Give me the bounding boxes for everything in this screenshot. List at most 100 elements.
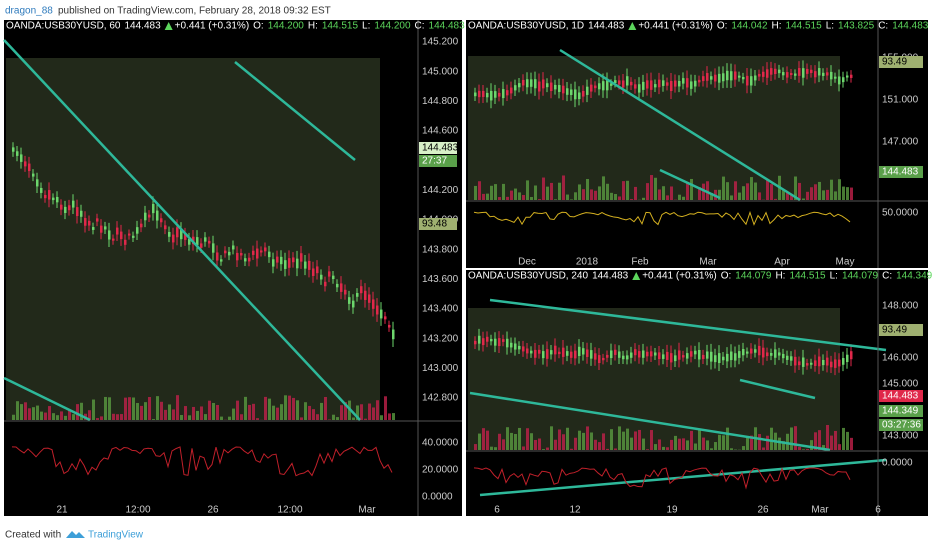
volume: [690, 178, 693, 200]
volume: [850, 187, 853, 200]
volume: [610, 429, 613, 450]
candle: [582, 348, 585, 355]
volume: [514, 433, 517, 450]
volume: [32, 407, 35, 420]
candle: [506, 90, 509, 96]
price-label: 143.600: [422, 274, 459, 285]
candle: [706, 351, 709, 359]
author[interactable]: dragon_88: [5, 6, 53, 17]
volume: [292, 397, 295, 420]
volume: [368, 403, 371, 420]
candle: [802, 357, 805, 367]
candle: [602, 357, 605, 361]
indicator-label: 0.0000: [882, 458, 913, 469]
candle: [714, 355, 717, 363]
candle: [590, 350, 593, 359]
volume: [662, 186, 665, 200]
candle: [654, 352, 657, 356]
candle: [276, 256, 279, 263]
price-label: 143.800: [422, 244, 459, 255]
volume: [726, 427, 729, 450]
candle: [272, 259, 275, 267]
volume: [160, 401, 163, 420]
volume: [714, 442, 717, 450]
volume: [48, 406, 51, 420]
volume-profile: [468, 308, 840, 450]
volume: [830, 435, 833, 450]
volume: [586, 178, 589, 200]
candle: [240, 252, 243, 256]
candle: [670, 353, 673, 363]
candle: [88, 220, 91, 226]
volume: [474, 185, 477, 200]
candle: [32, 173, 35, 177]
volume: [72, 414, 75, 420]
volume: [806, 449, 809, 450]
volume: [662, 446, 665, 450]
candle: [734, 353, 737, 361]
volume: [152, 419, 155, 420]
volume: [766, 435, 769, 450]
candle: [344, 289, 347, 295]
candle: [602, 81, 605, 91]
candle: [220, 259, 223, 262]
candle: [690, 351, 693, 357]
volume: [336, 417, 339, 420]
candle: [360, 286, 363, 294]
candle: [336, 283, 339, 288]
volume: [502, 183, 505, 200]
candle: [754, 349, 757, 353]
candle: [506, 338, 509, 348]
volume: [244, 396, 247, 420]
volume: [566, 427, 569, 450]
candle: [790, 72, 793, 76]
change: +0.441 (+0.31%): [642, 271, 717, 282]
candle: [542, 351, 545, 359]
candle: [256, 248, 259, 259]
volume: [602, 433, 605, 450]
candle: [770, 68, 773, 75]
volume: [606, 448, 609, 450]
trend-line: [469, 391, 831, 452]
candle: [574, 350, 577, 359]
candle: [180, 229, 183, 240]
ohlc-key: H:: [772, 21, 782, 32]
volume: [586, 426, 589, 450]
volume: [646, 449, 649, 450]
time-label: 26: [207, 505, 219, 516]
price-label: 142.800: [422, 393, 459, 404]
candle: [586, 86, 589, 95]
ohlc-value: 144.079: [735, 271, 772, 282]
candle: [380, 309, 383, 319]
candle: [814, 71, 817, 78]
volume: [630, 199, 633, 200]
candle: [634, 349, 637, 356]
candle: [746, 351, 749, 354]
candle: [818, 356, 821, 367]
volume: [276, 407, 279, 420]
candle: [646, 80, 649, 89]
volume: [686, 440, 689, 450]
volume: [554, 439, 557, 450]
trend-line: [559, 48, 801, 202]
volume: [506, 427, 509, 450]
candle: [558, 85, 561, 92]
candle: [104, 226, 107, 230]
candle: [518, 83, 521, 88]
volume: [770, 427, 773, 450]
candle: [204, 237, 207, 242]
candle: [562, 347, 565, 357]
brand[interactable]: TradingView: [88, 530, 144, 541]
candle: [474, 340, 477, 345]
candle: [12, 147, 15, 152]
volume: [530, 433, 533, 450]
volume: [842, 186, 845, 200]
candle: [340, 283, 343, 292]
volume: [698, 187, 701, 200]
candle: [662, 354, 665, 359]
price-tag: 144.483: [882, 167, 919, 178]
candle: [786, 355, 789, 360]
volume: [650, 175, 653, 200]
candle: [594, 353, 597, 360]
